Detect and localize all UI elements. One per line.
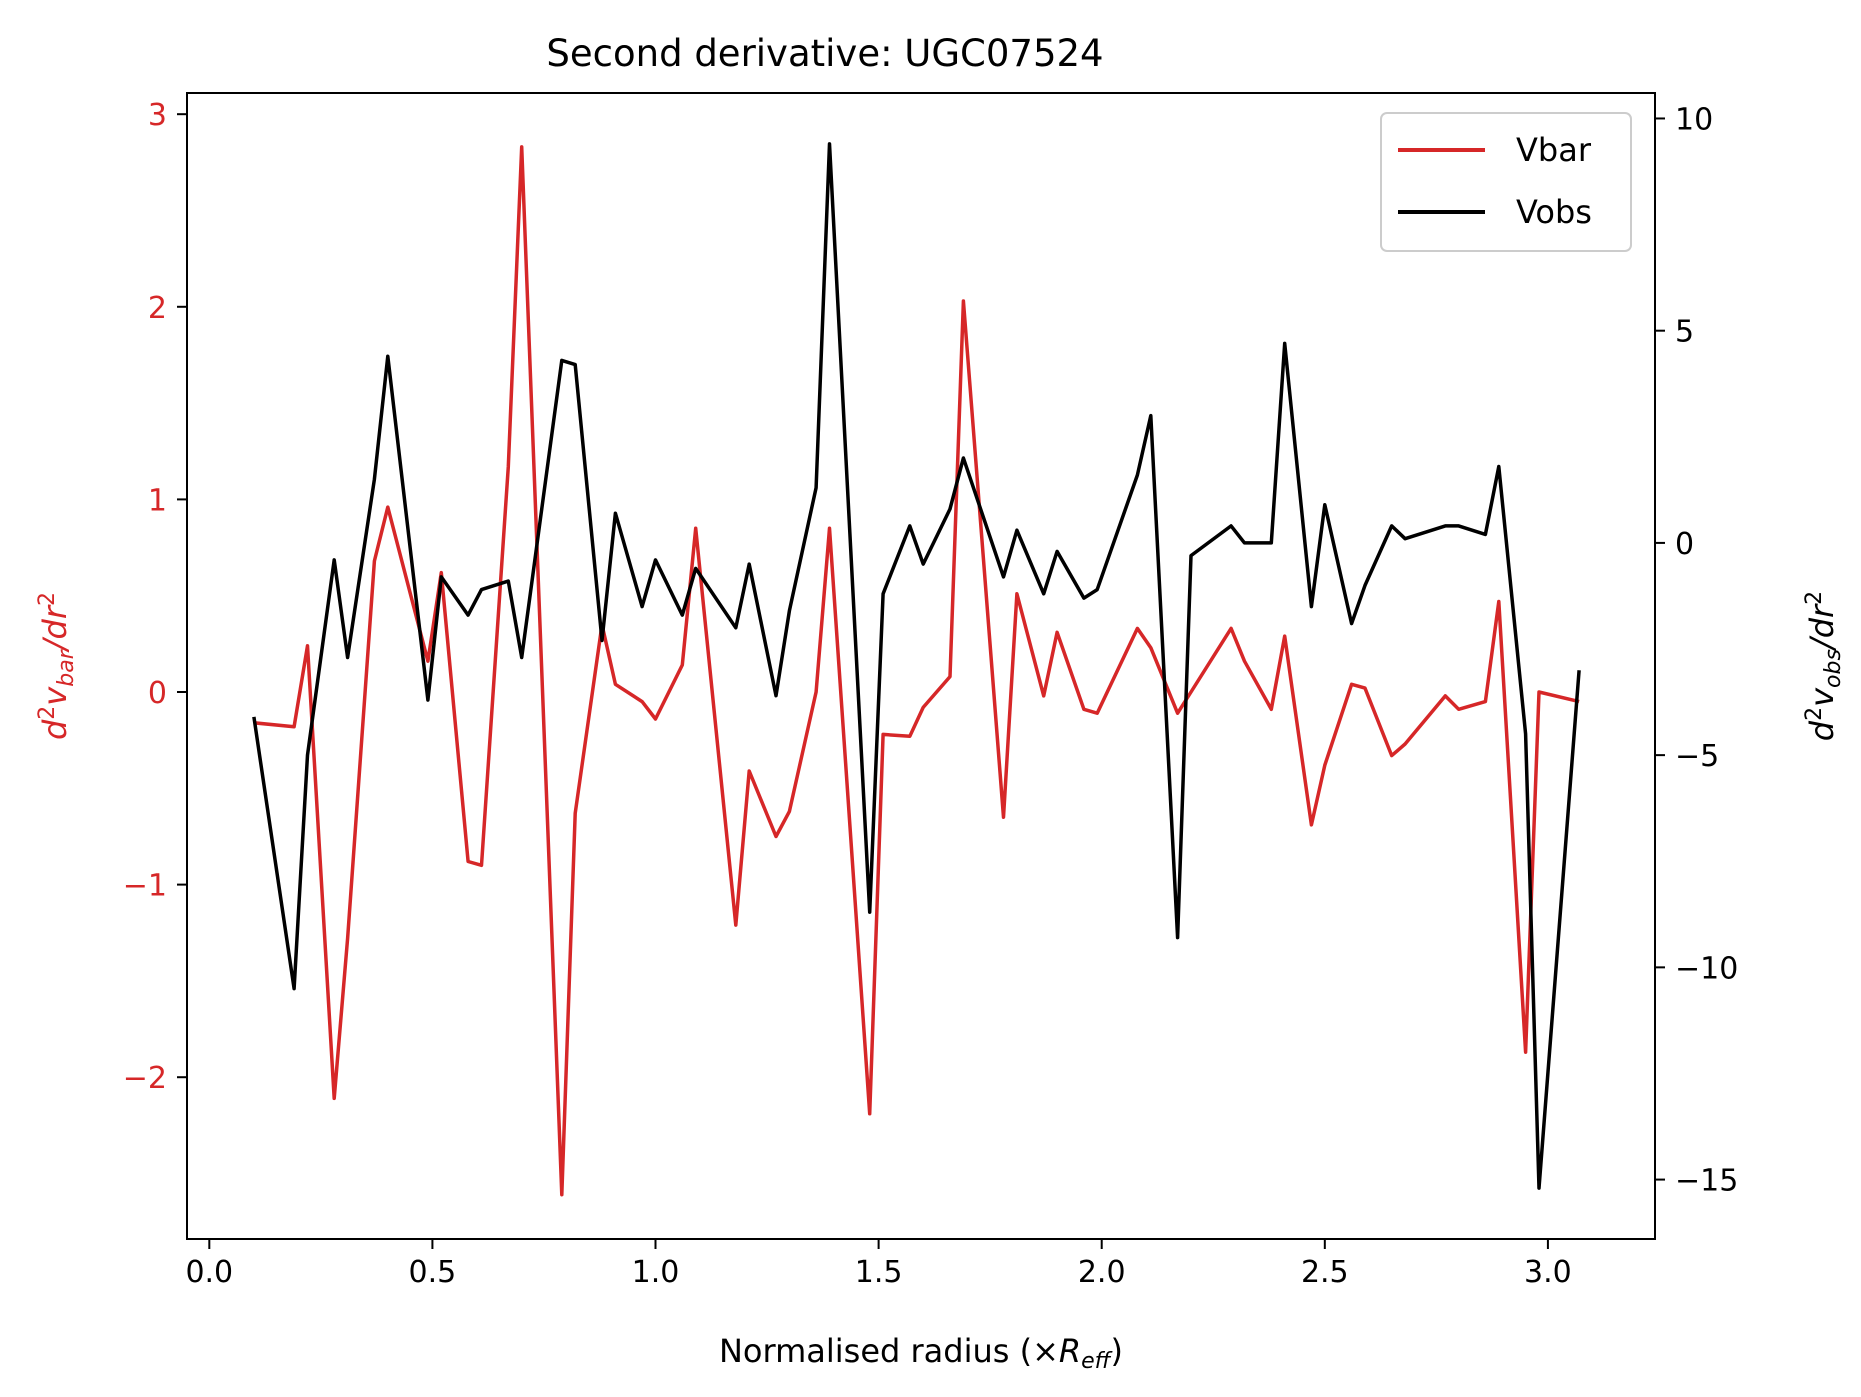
y-right-tick-label: 10 [1675,102,1713,137]
series-line-vbar [253,145,1580,1197]
chart-title: Second derivative: UGC07524 [546,32,1103,75]
y-left-tick-label: −2 [123,1061,167,1096]
y-left-tick-label: 0 [148,676,167,711]
x-tick-label: 0.5 [409,1255,457,1290]
legend-label-vbar: Vbar [1516,131,1592,169]
series-line-vobs [252,142,1581,1190]
x-tick-label: 2.5 [1301,1255,1349,1290]
right-y-axis: −15 −10 −5 0 5 10 [1655,102,1738,1199]
x-tick-label: 1.5 [855,1255,903,1290]
left-y-axis: −2 −1 0 1 2 3 [123,98,187,1096]
x-tick-label: 2.0 [1078,1255,1126,1290]
y-right-tick-label: −10 [1675,951,1738,986]
y-right-tick-label: 5 [1675,315,1694,350]
series-layer [252,142,1581,1197]
legend-label-vobs: Vobs [1516,193,1592,231]
x-tick-label: 3.0 [1524,1255,1572,1290]
plot-frame [186,92,1656,1240]
y-left-tick-label: −1 [123,869,167,904]
legend: Vbar Vobs [1380,112,1632,252]
y-left-tick-label: 2 [148,291,167,326]
x-axis-label: Normalised radius (×Reff) [719,1332,1123,1374]
legend-box [1380,112,1632,252]
x-tick-label: 1.0 [632,1255,680,1290]
x-axis: 0.0 0.5 1.0 1.5 2.0 2.5 3.0 [185,1239,1572,1290]
y-right-tick-label: 0 [1675,527,1694,562]
y-left-tick-label: 3 [148,98,167,133]
left-y-axis-label: d2vbar/dr2 [35,592,79,740]
y-left-tick-label: 1 [148,483,167,518]
right-y-axis-label: d2vobs/dr2 [1802,591,1846,741]
x-tick-label: 0.0 [185,1255,233,1290]
y-right-tick-label: −5 [1675,739,1719,774]
y-right-tick-label: −15 [1675,1164,1738,1199]
